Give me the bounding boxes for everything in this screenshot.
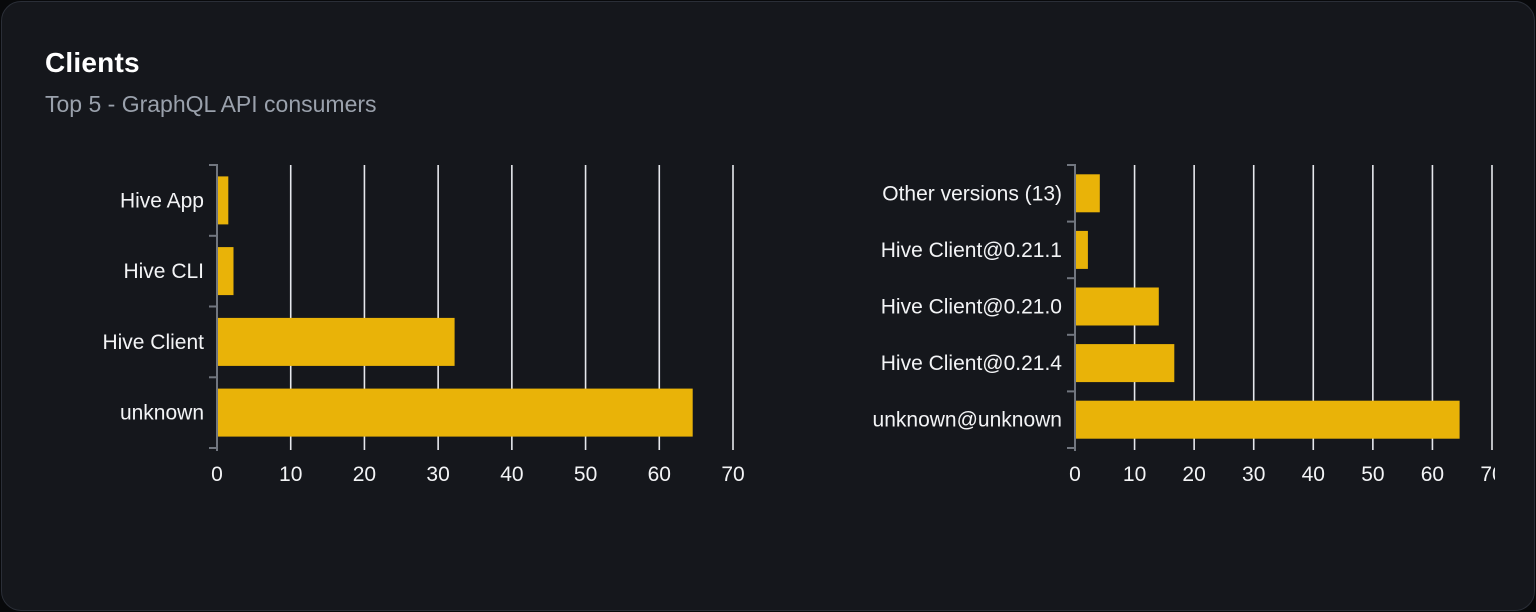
x-tick-label-60: 60 xyxy=(1421,463,1444,486)
chart-clients-by-version: Other versions (13) Hive Client@0.21.1 Hiv… xyxy=(770,158,1504,510)
x-tick-label-40: 40 xyxy=(1302,463,1325,486)
clients-by-version-chart-svg: Other versions (13) Hive Client@0.21.1 Hiv… xyxy=(873,164,1504,486)
x-tick-label-20: 20 xyxy=(1182,463,1205,486)
category-label-other-versions-13: Other versions (13) xyxy=(882,182,1062,205)
chart-clients-by-name: Hive App Hive CLI Hive Client unknown 0 10 20 3… xyxy=(45,158,770,510)
bar-unknown-unknown[interactable] xyxy=(1076,400,1460,439)
clients-by-name-chart-svg: Hive App Hive CLI Hive Client unknown 0 10 20 3… xyxy=(102,164,745,486)
x-tick-label-10: 10 xyxy=(279,463,302,486)
category-label-hive-client: Hive Client xyxy=(102,331,204,354)
x-tick-label-30: 30 xyxy=(426,463,449,486)
x-tick-label-60: 60 xyxy=(648,463,671,486)
x-tick-label-70: 70 xyxy=(721,463,744,486)
bar-unknown[interactable] xyxy=(218,388,693,437)
category-label-hive-cli: Hive CLI xyxy=(123,260,204,283)
bar-other-versions-13[interactable] xyxy=(1076,174,1100,213)
x-tick-label-50: 50 xyxy=(574,463,597,486)
category-label-hive-app: Hive App xyxy=(120,189,204,212)
category-label-unknown-unknown: unknown@unknown xyxy=(873,409,1062,432)
category-label-unknown: unknown xyxy=(120,402,204,425)
bar-hive-client-0-21-0[interactable] xyxy=(1076,287,1159,326)
bar-hive-client-0-21-4[interactable] xyxy=(1076,344,1175,383)
x-tick-label-10: 10 xyxy=(1123,463,1146,486)
category-label-hive-client-0-21-4: Hive Client@0.21.4 xyxy=(881,352,1063,375)
x-tick-label-50: 50 xyxy=(1361,463,1384,486)
x-tick-label-30: 30 xyxy=(1242,463,1265,486)
category-label-hive-client-0-21-0: Hive Client@0.21.0 xyxy=(881,296,1062,319)
x-tick-label-0: 0 xyxy=(211,463,223,486)
x-tick-label-40: 40 xyxy=(500,463,523,486)
bar-hive-client-0-21-1[interactable] xyxy=(1076,230,1088,269)
x-tick-label-20: 20 xyxy=(353,463,376,486)
card-header: Clients Top 5 - GraphQL API consumers xyxy=(2,2,1534,118)
bar-hive-client[interactable] xyxy=(218,317,455,366)
charts-row: Hive App Hive CLI Hive Client unknown 0 10 20 3… xyxy=(2,158,1534,510)
category-label-hive-client-0-21-1: Hive Client@0.21.1 xyxy=(881,239,1062,262)
x-tick-label-70: 70 xyxy=(1480,463,1495,486)
bar-hive-app[interactable] xyxy=(218,176,229,225)
card-subtitle: Top 5 - GraphQL API consumers xyxy=(45,91,377,117)
bar-hive-cli[interactable] xyxy=(218,247,234,296)
card-title: Clients xyxy=(45,47,140,78)
x-tick-label-0: 0 xyxy=(1069,463,1081,486)
